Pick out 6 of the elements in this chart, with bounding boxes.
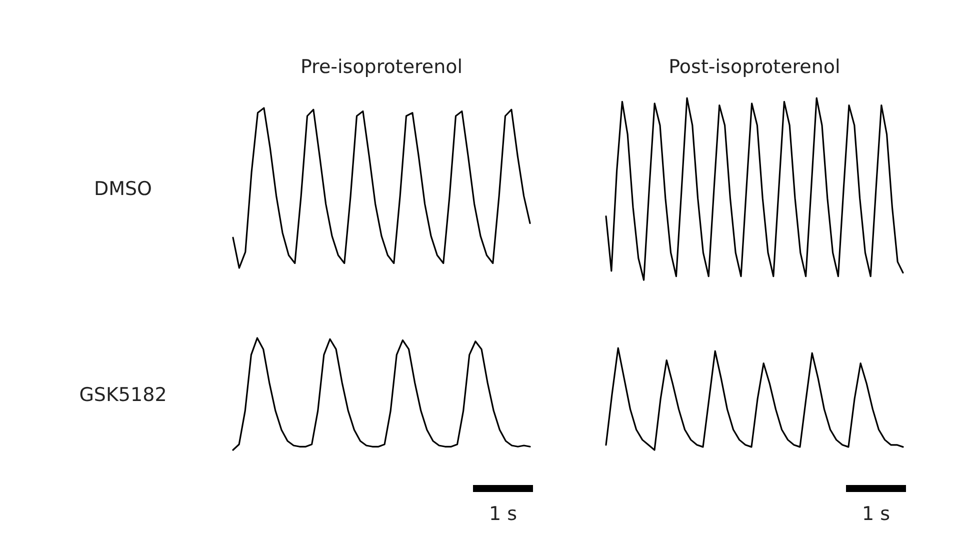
chart-title: Pre-isoproterenol xyxy=(300,56,463,78)
text: 1 s xyxy=(862,503,890,525)
y-axis-title: DMSO xyxy=(94,178,152,200)
y-axis-title: GSK5182 xyxy=(79,384,167,406)
text: 1 s xyxy=(488,503,518,525)
chart-title: Post-isoproterenol xyxy=(668,56,840,78)
